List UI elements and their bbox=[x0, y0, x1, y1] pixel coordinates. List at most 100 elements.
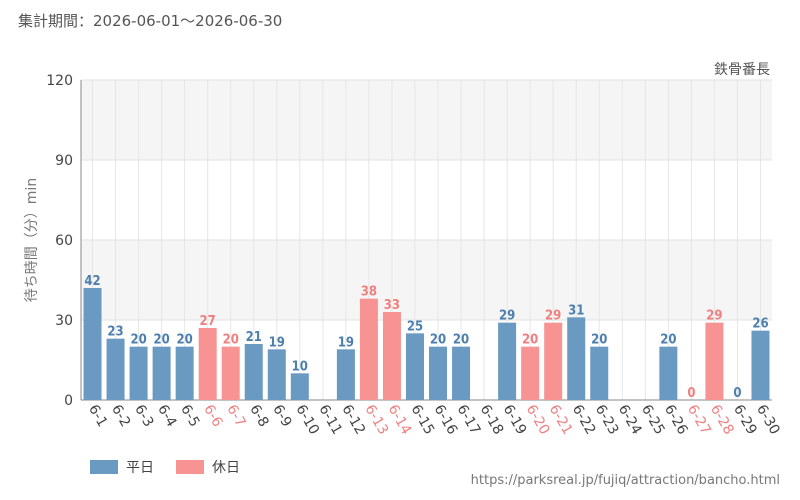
x-tick-label: 6-2 bbox=[108, 402, 133, 430]
x-tick-label: 6-7 bbox=[223, 402, 248, 430]
bar bbox=[198, 328, 217, 400]
y-tick-label: 90 bbox=[55, 153, 73, 169]
bar-value-label: 27 bbox=[200, 314, 216, 329]
bar bbox=[152, 346, 171, 400]
bar-value-label: 20 bbox=[660, 333, 676, 348]
bar-value-label: 29 bbox=[499, 309, 515, 324]
legend-item-weekday: 平日 bbox=[90, 457, 154, 477]
x-tick-label: 6-26 bbox=[661, 402, 691, 438]
bar-value-label: 0 bbox=[687, 386, 695, 401]
legend-label-weekday: 平日 bbox=[126, 460, 154, 476]
period-label: 集計期間：2026-06-01～2026-06-30 bbox=[18, 12, 283, 30]
x-tick-label: 6-6 bbox=[200, 402, 225, 430]
chart-title: 鉄骨番長 bbox=[714, 62, 770, 78]
legend-swatch-weekday bbox=[90, 460, 118, 474]
bar bbox=[267, 349, 286, 400]
x-tick-label: 6-15 bbox=[408, 402, 438, 438]
bar-value-label: 20 bbox=[130, 333, 146, 348]
legend-item-holiday: 休日 bbox=[176, 457, 240, 477]
y-tick-label: 60 bbox=[55, 233, 73, 249]
bar-value-label: 21 bbox=[246, 330, 262, 345]
bar-value-label: 20 bbox=[453, 333, 469, 348]
bar bbox=[336, 349, 355, 400]
x-tick-label: 6-10 bbox=[292, 402, 322, 438]
x-tick-label: 6-24 bbox=[615, 402, 645, 438]
bar-value-label: 20 bbox=[153, 333, 169, 348]
bar bbox=[498, 322, 517, 400]
bar-value-label: 19 bbox=[269, 335, 285, 350]
y-tick-label: 120 bbox=[46, 73, 73, 89]
bar bbox=[521, 346, 540, 400]
x-tick-label: 6-16 bbox=[431, 402, 461, 438]
x-tick-label: 6-9 bbox=[269, 402, 294, 430]
plot-band bbox=[81, 240, 772, 320]
bar bbox=[567, 317, 586, 400]
bar bbox=[83, 288, 102, 400]
bar bbox=[244, 344, 263, 400]
x-tick-label: 6-23 bbox=[592, 402, 622, 438]
x-tick-label: 6-13 bbox=[361, 402, 391, 438]
x-tick-label: 6-21 bbox=[546, 402, 576, 438]
bar bbox=[659, 346, 678, 400]
x-tick-label: 6-22 bbox=[569, 402, 599, 438]
x-tick-label: 6-30 bbox=[753, 402, 783, 438]
bar-value-label: 38 bbox=[361, 285, 377, 300]
legend: 平日 休日 bbox=[90, 457, 262, 477]
bar-value-label: 20 bbox=[591, 333, 607, 348]
x-tick-label: 6-20 bbox=[523, 402, 553, 438]
bar bbox=[405, 333, 424, 400]
bar bbox=[175, 346, 194, 400]
x-tick-label: 6-11 bbox=[315, 402, 345, 438]
bar bbox=[359, 298, 378, 400]
legend-swatch-holiday bbox=[176, 460, 204, 474]
bar bbox=[382, 312, 401, 400]
y-tick-label: 30 bbox=[55, 313, 73, 329]
legend-label-holiday: 休日 bbox=[212, 460, 240, 476]
bar-value-label: 19 bbox=[338, 335, 354, 350]
x-tick-label: 6-28 bbox=[707, 402, 737, 438]
bar bbox=[106, 338, 125, 400]
bar-value-label: 20 bbox=[430, 333, 446, 348]
bar-value-label: 25 bbox=[407, 319, 423, 334]
bar bbox=[544, 322, 563, 400]
source-url[interactable]: https://parksreal.jp/fujiq/attraction/ba… bbox=[470, 473, 780, 488]
x-tick-label: 6-25 bbox=[638, 402, 668, 438]
bar-value-label: 20 bbox=[177, 333, 193, 348]
x-tick-label: 6-4 bbox=[154, 402, 179, 430]
x-tick-label: 6-17 bbox=[454, 402, 484, 438]
x-tick-label: 6-14 bbox=[384, 402, 414, 438]
bar-value-label: 31 bbox=[568, 303, 584, 318]
bar-value-label: 20 bbox=[223, 333, 239, 348]
bar-value-label: 23 bbox=[107, 325, 123, 340]
bar-value-label: 10 bbox=[292, 359, 308, 374]
x-tick-label: 6-18 bbox=[477, 402, 507, 438]
plot-band bbox=[81, 80, 772, 160]
bar-value-label: 33 bbox=[384, 298, 400, 313]
bar-value-label: 29 bbox=[706, 309, 722, 324]
x-tick-label: 6-19 bbox=[500, 402, 530, 438]
x-tick-label: 6-29 bbox=[730, 402, 760, 438]
plot-band bbox=[81, 160, 772, 240]
plot-band bbox=[81, 320, 772, 400]
bar bbox=[751, 330, 770, 400]
y-axis-label: 待ち時間（分）min bbox=[24, 178, 40, 302]
bar bbox=[129, 346, 148, 400]
bar bbox=[429, 346, 448, 400]
x-tick-label: 6-5 bbox=[177, 402, 202, 430]
bar bbox=[221, 346, 240, 400]
x-tick-label: 6-27 bbox=[684, 402, 714, 438]
y-tick-label: 0 bbox=[64, 393, 73, 409]
bar bbox=[290, 373, 309, 400]
bar bbox=[705, 322, 724, 400]
bar-value-label: 42 bbox=[84, 274, 100, 289]
bar-value-label: 20 bbox=[522, 333, 538, 348]
bar-value-label: 29 bbox=[545, 309, 561, 324]
bar bbox=[452, 346, 471, 400]
bar bbox=[590, 346, 609, 400]
x-tick-label: 6-8 bbox=[246, 402, 271, 430]
bar-value-label: 26 bbox=[752, 317, 768, 332]
x-tick-label: 6-3 bbox=[131, 402, 156, 430]
bar-value-label: 0 bbox=[733, 386, 741, 401]
x-tick-label: 6-12 bbox=[338, 402, 368, 438]
